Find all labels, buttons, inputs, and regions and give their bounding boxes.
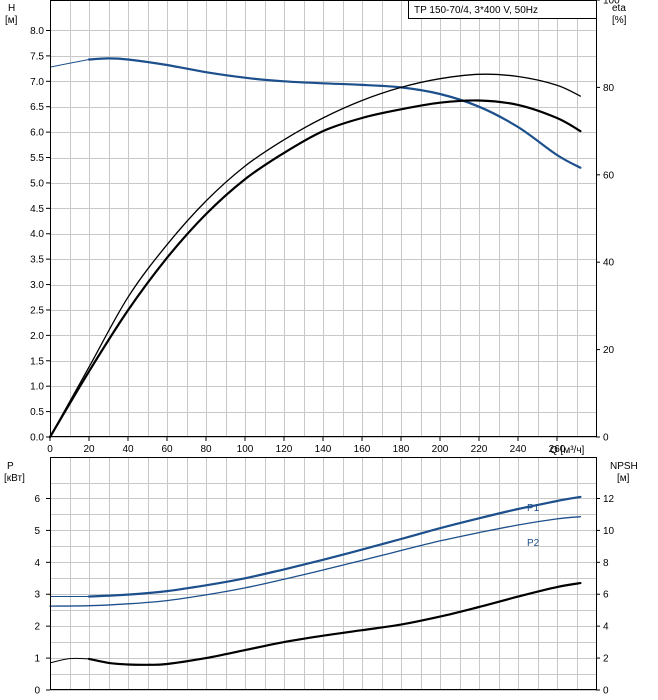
head-panel-series — [48, 57, 582, 439]
chart-title-box — [408, 0, 597, 19]
eta-axis-label: eta — [612, 3, 626, 14]
head-tick-label: 6.0 — [30, 128, 44, 139]
head-axis-unit: [м] — [5, 15, 18, 26]
series-line-0 — [87, 57, 582, 169]
x-tick-label: 160 — [354, 444, 371, 455]
power-panel-grid — [50, 457, 597, 691]
eta-tick-label: 100 — [603, 0, 620, 7]
eta-tick-label: 80 — [603, 83, 615, 94]
x-tick-label: 180 — [393, 444, 410, 455]
head-tick-label: 2.5 — [30, 305, 44, 316]
head-panel-ticks: 0 20 40 60 80 100 120 140 160 180 200 220 240 2600.00… — [30, 0, 620, 455]
head-axis-label: H — [8, 3, 15, 14]
power-axis-label: P — [7, 461, 14, 472]
x-tick-label: 100 — [237, 444, 254, 455]
x-tick-label: 220 — [471, 444, 488, 455]
x-tick-label: 140 — [315, 444, 332, 455]
head-tick-label: 0.5 — [30, 407, 44, 418]
npsh-tick-label: 12 — [603, 494, 615, 505]
head-tick-label: 1.0 — [30, 382, 44, 393]
npsh-axis-unit: [м] — [617, 473, 630, 484]
head-tick-label: 7.0 — [30, 77, 44, 88]
head-tick-label: 3.0 — [30, 280, 44, 291]
p1-series-label: P1 — [527, 503, 540, 514]
power-tick-label: 1 — [34, 654, 40, 665]
p2-series-label: P2 — [527, 538, 540, 549]
series-line-0 — [87, 495, 582, 598]
power-tick-label: 3 — [34, 590, 40, 601]
power-tick-label: 0 — [34, 686, 40, 697]
head-tick-label: 1.5 — [30, 356, 44, 367]
npsh-tick-label: 4 — [603, 622, 609, 633]
x-tick-label: 0 — [47, 444, 53, 455]
head-tick-label: 7.5 — [30, 51, 44, 62]
x-tick-label: 80 — [200, 444, 212, 455]
eta-axis-unit: [%] — [612, 15, 627, 26]
head-tick-label: 3.5 — [30, 255, 44, 266]
x-tick-label: 60 — [161, 444, 173, 455]
eta-tick-label: 20 — [603, 345, 615, 356]
head-tick-label: 4.0 — [30, 229, 44, 240]
series-line-1 — [48, 99, 582, 439]
head-tick-label: 6.5 — [30, 102, 44, 113]
power-tick-label: 4 — [34, 558, 40, 569]
x-tick-label: 40 — [122, 444, 134, 455]
eta-tick-label: 40 — [603, 258, 615, 269]
series-line-2 — [49, 73, 582, 438]
series-line-1 — [49, 516, 582, 607]
head-tick-label: 5.0 — [30, 178, 44, 189]
power-panel-series — [49, 495, 582, 666]
x-tick-label: 200 — [432, 444, 449, 455]
flow-axis-label: Q [м³/ч] — [550, 445, 585, 456]
power-tick-label: 6 — [34, 494, 40, 505]
npsh-axis-label: NPSH — [610, 461, 638, 472]
x-tick-label: 240 — [510, 444, 527, 455]
head-tick-label: 2.0 — [30, 331, 44, 342]
eta-tick-label: 0 — [603, 433, 609, 444]
series-line-extension — [49, 59, 90, 68]
series-line-2 — [87, 582, 582, 666]
head-tick-label: 4.5 — [30, 204, 44, 215]
head-tick-label: 0.0 — [30, 433, 44, 444]
series-line-extension — [49, 657, 90, 664]
npsh-tick-label: 8 — [603, 558, 609, 569]
eta-tick-label: 60 — [603, 170, 615, 181]
x-tick-label: 120 — [276, 444, 293, 455]
npsh-tick-label: 0 — [603, 686, 609, 697]
npsh-tick-label: 10 — [603, 526, 615, 537]
power-tick-label: 5 — [34, 526, 40, 537]
npsh-tick-label: 2 — [603, 654, 609, 665]
head-tick-label: 5.5 — [30, 153, 44, 164]
power-axis-unit: [кВт] — [4, 473, 25, 484]
head-panel-grid — [50, 0, 597, 438]
head-tick-label: 8.0 — [30, 26, 44, 37]
npsh-tick-label: 6 — [603, 590, 609, 601]
head-panel-frame — [50, 0, 597, 437]
x-tick-label: 20 — [83, 444, 95, 455]
power-panel-frame — [50, 457, 597, 690]
x-tick-label: 260 — [549, 444, 566, 455]
chart-title: TP 150-70/4, 3*400 V, 50Hz — [414, 5, 538, 16]
power-tick-label: 2 — [34, 622, 40, 633]
